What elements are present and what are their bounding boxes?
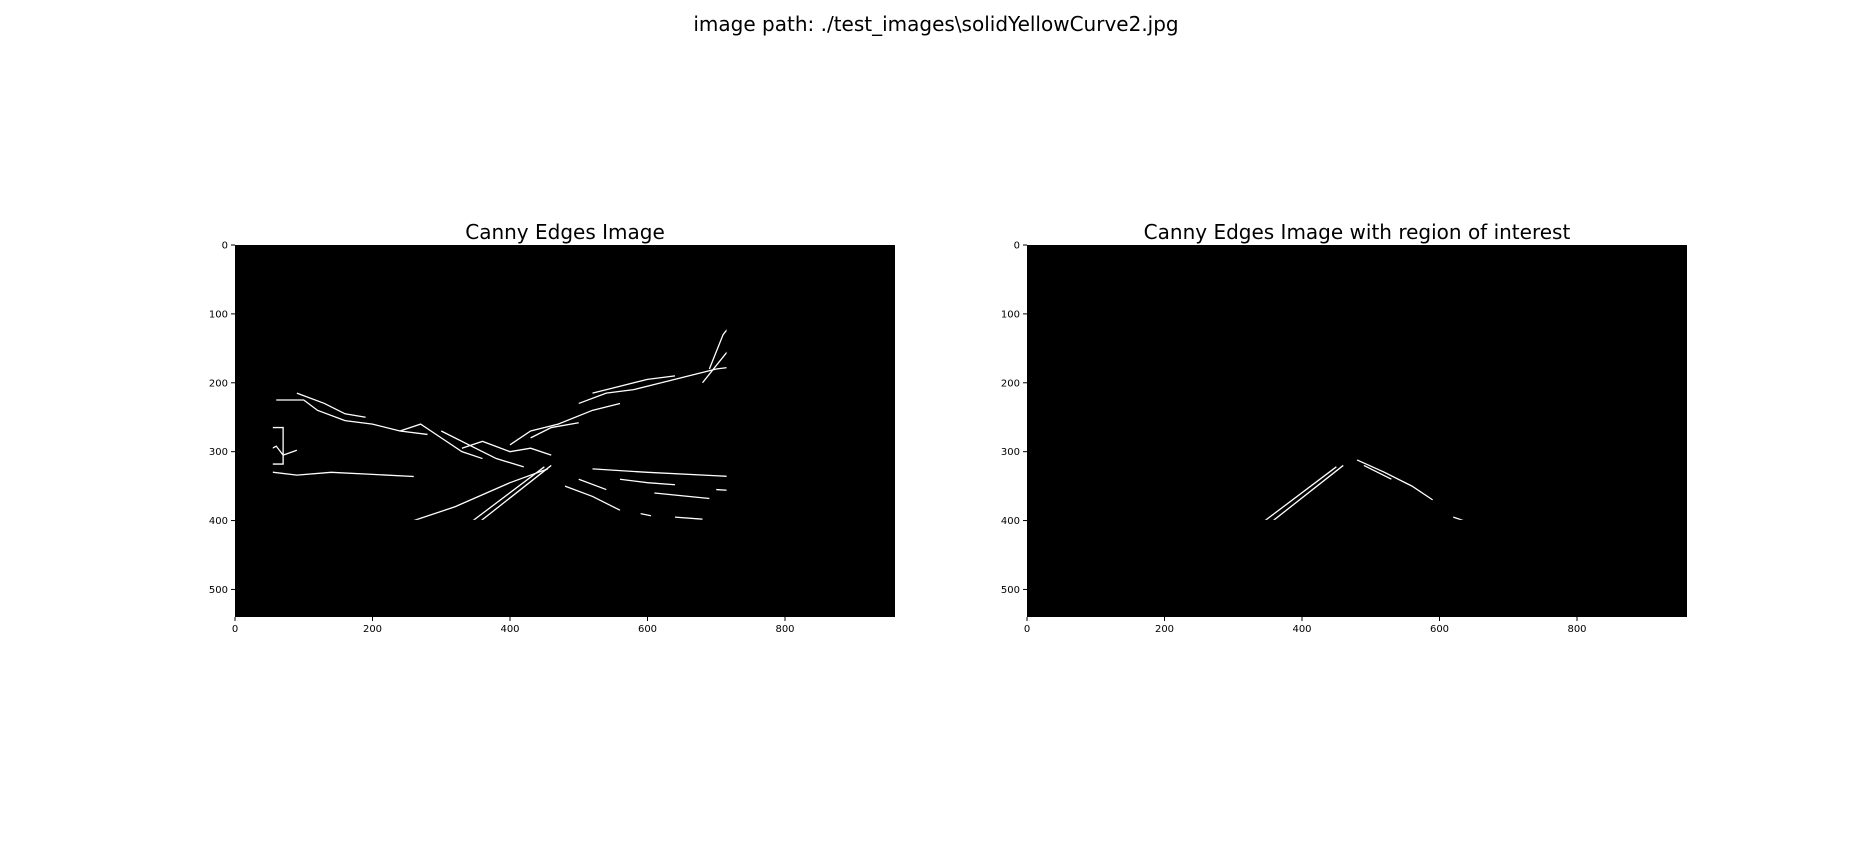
canny-edge-line (276, 400, 427, 434)
canny-edges (235, 307, 895, 617)
canny-xtick-label: 200 (363, 624, 382, 635)
roi-edge-line (1357, 460, 1433, 500)
canny-edge-line (359, 465, 552, 617)
canny-title: Canny Edges Image (465, 220, 665, 244)
roi-edge-line (1151, 465, 1344, 617)
roi-ytick-label: 500 (1001, 585, 1020, 596)
roi-ytick-label: 200 (1001, 378, 1020, 389)
roi-ytick-label: 300 (1001, 447, 1020, 458)
roi-edges (1137, 460, 1615, 617)
canny-edge-line (400, 424, 483, 458)
roi-ytick-label: 0 (1014, 241, 1020, 252)
roi-xtick-label: 0 (1024, 624, 1030, 635)
roi-ytick-label: 400 (1001, 516, 1020, 527)
canny-edge-line (641, 514, 651, 516)
canny-image (235, 245, 895, 617)
canny-xtick-label: 800 (775, 624, 794, 635)
canny-edge-line (661, 366, 757, 383)
roi-xtick-label: 200 (1155, 624, 1174, 635)
canny-edge-line (510, 403, 620, 444)
canny-xtick-label: 600 (638, 624, 657, 635)
canny-edge-line (620, 479, 675, 485)
canny-ytick-label: 500 (209, 585, 228, 596)
canny-edge-line (654, 493, 709, 499)
canny-edges-plot: Canny Edges Image 0 200 400 600 800 0 100 200 300… (209, 220, 895, 635)
canny-edge-line (565, 486, 620, 510)
canny-edge-line (675, 517, 703, 519)
roi-xtick-label: 800 (1567, 624, 1586, 635)
roi-ytick-label: 100 (1001, 309, 1020, 320)
canny-edge-line (703, 314, 758, 383)
panel-canny-edges: Canny Edges Image 0 200 400 600 800 0 100 200 300… (180, 218, 900, 638)
roi-xtick-label: 600 (1430, 624, 1449, 635)
roi-image (1027, 245, 1687, 617)
roi-edge-line (1453, 517, 1463, 520)
canny-ytick-label: 100 (209, 309, 228, 320)
canny-ytick-label: 400 (209, 516, 228, 527)
canny-edge-line (441, 431, 523, 467)
roi-edge-line (1137, 467, 1336, 617)
canny-edge-line (531, 423, 579, 438)
panel-canny-roi: Canny Edges Image with region of interes… (972, 218, 1692, 638)
canny-roi-plot: Canny Edges Image with region of interes… (1001, 220, 1687, 635)
canny-edge-line (297, 393, 366, 417)
canny-ytick-label: 300 (209, 447, 228, 458)
canny-edge-line (462, 441, 551, 455)
canny-edge-line (593, 469, 896, 479)
canny-edge-line (709, 317, 737, 369)
roi-title: Canny Edges Image with region of interes… (1144, 220, 1571, 244)
canny-edge-line (593, 376, 676, 393)
canny-edge-line (249, 428, 283, 465)
canny-edge-line (579, 383, 662, 404)
roi-xtick-label: 400 (1292, 624, 1311, 635)
figure-suptitle: image path: ./test_images\solidYellowCur… (693, 12, 1179, 36)
canny-ytick-label: 0 (222, 241, 228, 252)
canny-xtick-label: 400 (500, 624, 519, 635)
canny-ytick-label: 200 (209, 378, 228, 389)
canny-edge-line (235, 469, 548, 569)
roi-edge-line (1364, 465, 1392, 479)
canny-xtick-label: 0 (232, 624, 238, 635)
canny-edge-line (579, 479, 607, 489)
canny-edge-line (345, 467, 544, 617)
canny-edge-line (256, 438, 297, 455)
canny-edge-line (235, 471, 414, 477)
